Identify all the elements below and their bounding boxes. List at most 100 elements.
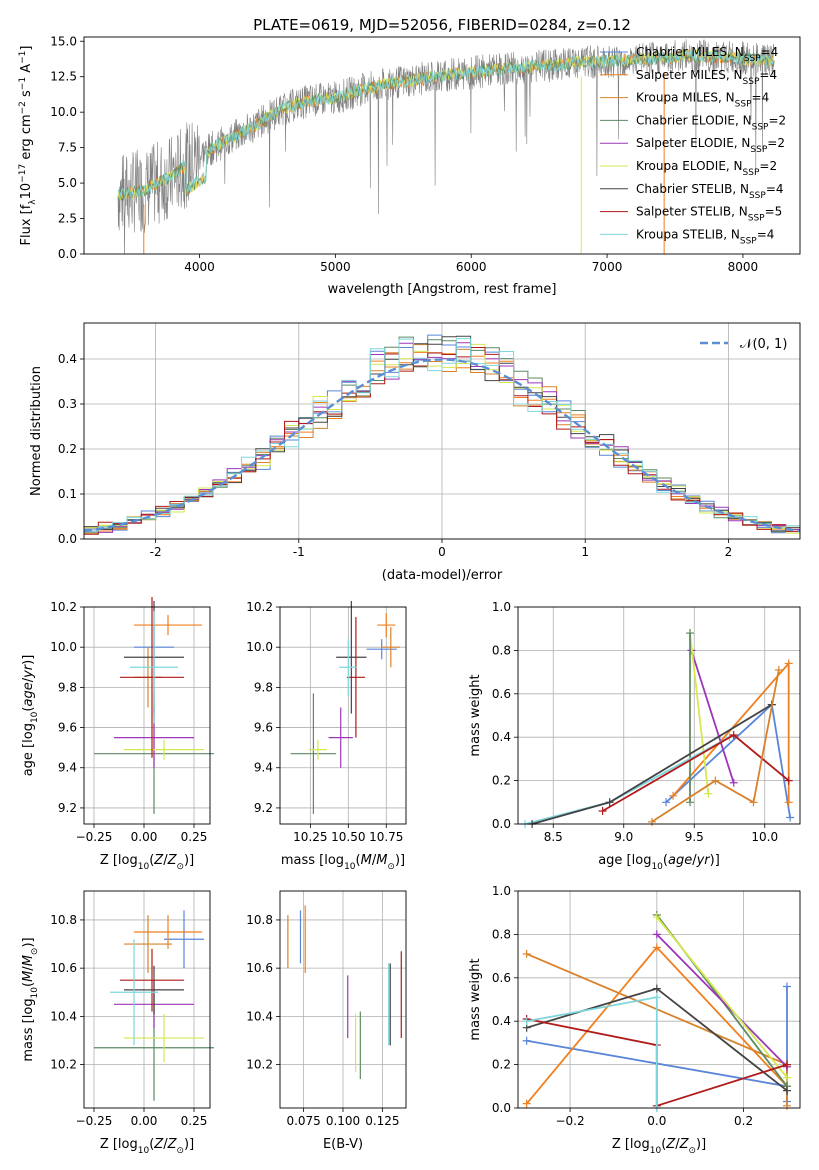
weight-series-line <box>602 733 790 812</box>
plot-area-age_vs_mass <box>290 600 400 814</box>
axes-frame <box>517 606 801 825</box>
plot-area-weight_vs_age <box>521 629 795 828</box>
y-tick-label: 9.4 <box>254 761 273 775</box>
x-axis-label: age [log10(age/yr)] <box>598 853 720 872</box>
y-tick-label: 5.0 <box>58 176 77 190</box>
weight-marker <box>782 982 791 991</box>
weight-marker <box>652 930 661 939</box>
weight-marker <box>598 806 607 815</box>
y-tick-label: 9.6 <box>254 721 273 735</box>
y-axis-label: Flux [fλ10−17 erg cm−2 s−1 A−1] <box>18 46 38 246</box>
axes-age_vs_Z: −0.25 0.00 0.25 9.2 9.4 9.6 9.8 10.0 10.2 Z [log1… <box>21 596 214 872</box>
weight-marker <box>522 1099 531 1108</box>
x-tick-label: 0.0 <box>647 1114 666 1128</box>
x-tick-label: 0 <box>438 545 446 559</box>
x-tick-label: 10.75 <box>369 830 403 844</box>
y-tick-label: 9.2 <box>254 801 273 815</box>
legend-label: Chabrier STELIB, NSSP=4 <box>636 182 784 201</box>
axes-frame <box>83 36 801 255</box>
y-tick-label: 1.0 <box>492 600 511 614</box>
x-axis-label: Z [log10(Z/Z⊙)] <box>612 1137 706 1156</box>
axes-frame <box>83 322 801 540</box>
x-tick-label: -2 <box>150 545 162 559</box>
x-tick-label: 2 <box>725 545 733 559</box>
weight-marker <box>782 1060 791 1069</box>
y-tick-label: 0.8 <box>492 643 511 657</box>
y-tick-label: 0.6 <box>492 687 511 701</box>
x-tick-label: 5000 <box>320 260 351 274</box>
x-tick-label: −0.25 <box>76 830 113 844</box>
weight-series-line <box>651 669 780 823</box>
normal-curve <box>83 358 801 533</box>
weight-series-line <box>531 703 773 825</box>
y-tick-label: 10.4 <box>50 1009 77 1023</box>
legend-label: Chabrier MILES, NSSP=4 <box>636 45 778 64</box>
weight-marker <box>774 665 783 674</box>
weight-marker <box>784 776 793 785</box>
x-tick-label: −0.2 <box>555 1114 584 1128</box>
weight-series-line <box>656 916 788 1079</box>
y-axis-label: mass [log10(M/M⊙)] <box>21 937 40 1061</box>
weight-marker <box>729 731 738 740</box>
x-axis-label: wavelength [Angstrom, rest frame] <box>328 282 557 297</box>
legend-label: Kroupa STELIB, NSSP=4 <box>636 227 774 246</box>
plot-area-residuals <box>83 334 801 535</box>
y-tick-label: 15.0 <box>50 34 77 48</box>
weight-marker <box>662 798 671 807</box>
weight-marker <box>749 798 758 807</box>
axes-frame <box>83 606 211 825</box>
axes-frame <box>279 890 407 1109</box>
x-tick-label: 9.5 <box>685 830 704 844</box>
weight-marker <box>704 789 713 798</box>
y-tick-label: 10.8 <box>50 913 77 927</box>
figure-title: PLATE=0619, MJD=52056, FIBERID=0284, z=0… <box>253 16 631 34</box>
x-tick-label: 0.25 <box>181 830 208 844</box>
x-tick-label: 10.25 <box>293 830 327 844</box>
y-tick-label: 0.8 <box>492 927 511 941</box>
x-tick-label: -1 <box>293 545 305 559</box>
y-tick-label: 0.4 <box>492 730 511 744</box>
y-tick-label: 0.0 <box>58 247 77 261</box>
y-tick-label: 10.2 <box>50 1058 77 1072</box>
weight-marker <box>782 1086 791 1095</box>
weight-marker <box>669 791 678 800</box>
y-tick-label: 9.8 <box>58 680 77 694</box>
axes-weight_vs_Z: −0.2 0.0 0.2 0.0 0.2 0.4 0.6 0.8 1.0 Z [log10(Z/Z… <box>468 884 801 1156</box>
weight-series-line <box>690 650 735 784</box>
x-axis-label: (data-model)/error <box>382 568 503 583</box>
axes-residuals: -2 -1 0 1 2 0.0 0.1 0.2 0.3 0.4 𝒩(0, 1) (data-model… <box>29 322 801 583</box>
weight-marker <box>686 629 695 638</box>
weight-marker <box>522 1036 531 1045</box>
y-tick-label: 10.2 <box>246 1058 273 1072</box>
weight-marker <box>652 993 661 1002</box>
y-tick-label: 0.0 <box>58 532 77 546</box>
weight-marker <box>605 798 614 807</box>
axes-frame <box>83 890 211 1109</box>
axes-spectrum: 4000 5000 6000 7000 8000 0.0 2.5 5.0 7.5 10.0 12.5… <box>18 34 801 297</box>
axes-frame <box>279 606 407 825</box>
x-tick-label: 0.00 <box>131 830 158 844</box>
y-tick-label: 10.6 <box>246 961 273 975</box>
y-tick-label: 12.5 <box>50 70 77 84</box>
y-axis-label: mass weight <box>468 958 483 1040</box>
plot-area-spectrum <box>117 39 775 254</box>
plot-area-weight_vs_Z <box>522 910 791 1112</box>
weight-marker <box>652 984 661 993</box>
x-tick-label: 0.075 <box>286 1114 320 1128</box>
axes-weight_vs_age: 8.5 9.0 9.5 10.0 0.0 0.2 0.4 0.6 0.8 1.0 age [log1… <box>468 600 801 872</box>
x-tick-label: 0.125 <box>365 1114 399 1128</box>
axes-mass_vs_Z: −0.25 0.00 0.25 10.2 10.4 10.6 10.8 Z [log10(Z/… <box>21 890 214 1156</box>
x-axis-label: Z [log10(Z/Z⊙)] <box>100 1137 194 1156</box>
y-tick-label: 10.8 <box>246 913 273 927</box>
y-tick-label: 2.5 <box>58 212 77 226</box>
x-tick-label: 7000 <box>592 260 623 274</box>
x-axis-label: mass [log10(M/M⊙)] <box>281 853 405 872</box>
y-tick-label: 1.0 <box>492 884 511 898</box>
axes-age_vs_mass: 10.25 10.50 10.75 9.2 9.4 9.6 9.8 10.0 10.2 mass … <box>246 600 407 872</box>
y-tick-label: 0.4 <box>492 1014 511 1028</box>
x-axis-label: Z [log10(Z/Z⊙)] <box>100 853 194 872</box>
y-axis-label: mass weight <box>468 674 483 756</box>
legend-label: Kroupa MILES, NSSP=4 <box>636 91 769 110</box>
axes-frame <box>517 890 801 1109</box>
